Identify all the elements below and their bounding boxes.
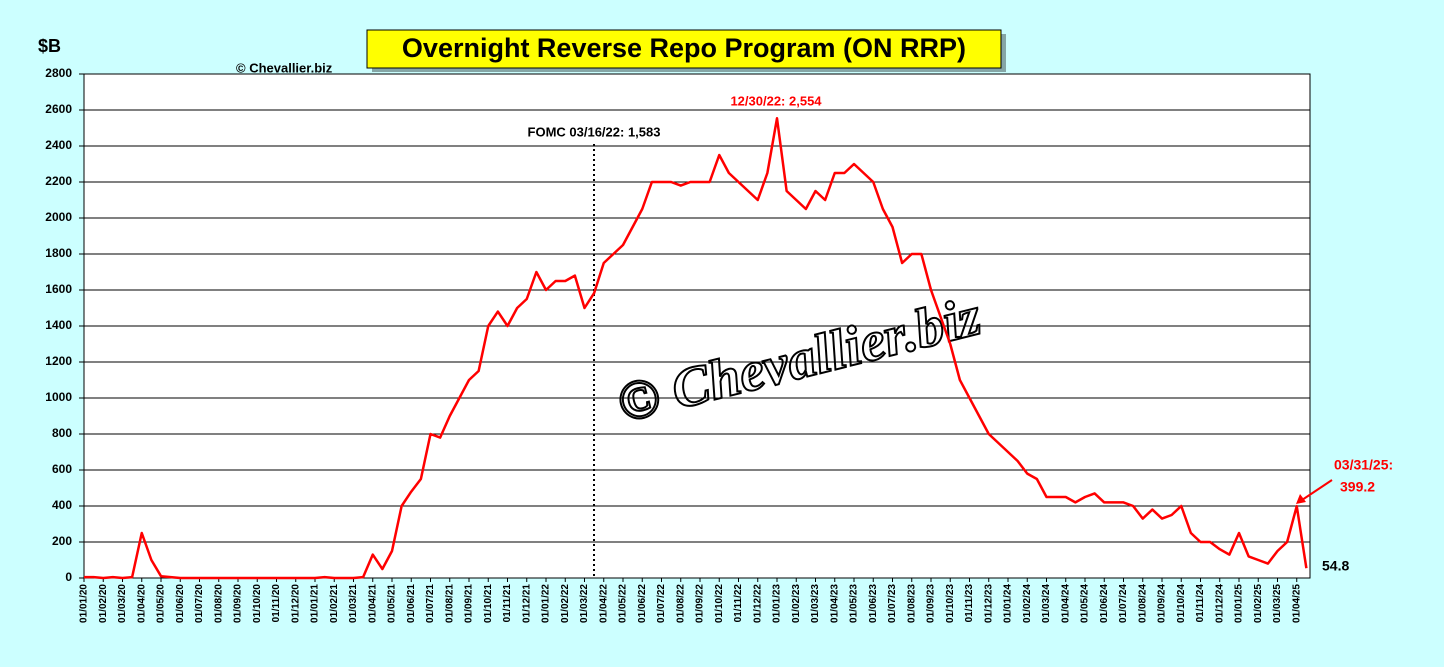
y-tick-label: 2800: [45, 66, 72, 80]
x-tick-label: 01/08/21: [444, 584, 455, 623]
x-tick-label: 01/06/20: [175, 584, 186, 623]
x-tick-label: 01/12/24: [1214, 584, 1225, 623]
chart-title: Overnight Reverse Repo Program (ON RRP): [402, 33, 966, 63]
x-tick-label: 01/05/21: [387, 584, 398, 623]
x-tick-label: 01/05/22: [618, 584, 629, 623]
x-tick-label: 01/02/25: [1253, 584, 1264, 623]
y-tick-label: 600: [52, 462, 72, 476]
x-tick-label: 01/09/23: [926, 584, 937, 623]
x-tick-label: 01/03/23: [810, 584, 821, 623]
x-tick-label: 01/04/20: [136, 584, 147, 623]
y-tick-label: 0: [65, 570, 72, 584]
y-tick-label: 1200: [45, 354, 72, 368]
annotation: 399.2: [1340, 479, 1375, 495]
y-tick-label: 1600: [45, 282, 72, 296]
annotation-arrow: [1301, 479, 1333, 501]
x-tick-label: 01/01/25: [1234, 584, 1245, 623]
x-tick-label: 01/04/21: [367, 584, 378, 623]
x-tick-label: 01/07/22: [656, 584, 667, 623]
x-tick-label: 01/05/24: [1080, 584, 1091, 623]
x-tick-label: 01/11/24: [1195, 584, 1206, 623]
annotation: 54.8: [1322, 558, 1349, 574]
x-tick-label: 01/12/21: [521, 584, 532, 623]
x-tick-label: 01/08/20: [213, 584, 224, 623]
annotation: FOMC 03/16/22: 1,583: [528, 124, 661, 139]
x-tick-label: 01/02/21: [329, 584, 340, 623]
x-tick-label: 01/07/23: [887, 584, 898, 623]
y-tick-label: 400: [52, 498, 72, 512]
x-tick-label: 01/02/24: [1022, 584, 1033, 623]
x-tick-label: 01/04/25: [1291, 584, 1302, 623]
x-tick-label: 01/07/20: [194, 584, 205, 623]
x-tick-label: 01/03/24: [1041, 584, 1052, 623]
y-tick-label: 200: [52, 534, 72, 548]
x-tick-label: 01/06/23: [868, 584, 879, 623]
x-tick-label: 01/09/24: [1157, 584, 1168, 623]
x-tick-label: 01/11/22: [733, 584, 744, 623]
x-tick-label: 01/05/23: [849, 584, 860, 623]
x-tick-label: 01/09/21: [464, 584, 475, 623]
y-axis-label: $B: [38, 36, 61, 56]
x-tick-label: 01/01/23: [772, 584, 783, 623]
x-tick-label: 01/09/22: [695, 584, 706, 623]
x-tick-label: 01/10/23: [945, 584, 956, 623]
x-tick-label: 01/12/23: [983, 584, 994, 623]
x-tick-label: 01/06/21: [406, 584, 417, 623]
x-tick-label: 01/03/25: [1272, 584, 1283, 623]
x-tick-label: 01/12/20: [290, 584, 301, 623]
x-tick-label: 01/01/22: [541, 584, 552, 623]
x-tick-label: 01/06/22: [637, 584, 648, 623]
arrow-head: [1296, 494, 1306, 504]
x-tick-label: 01/10/20: [252, 584, 263, 623]
x-tick-label: 01/08/24: [1137, 584, 1148, 623]
x-tick-label: 01/08/23: [906, 584, 917, 623]
x-tick-label: 01/06/24: [1099, 584, 1110, 623]
x-tick-label: 01/09/20: [233, 584, 244, 623]
x-tick-label: 01/01/21: [310, 584, 321, 623]
y-tick-label: 2600: [45, 102, 72, 116]
x-tick-label: 01/02/20: [98, 584, 109, 623]
y-tick-label: 2000: [45, 210, 72, 224]
x-tick-label: 01/07/24: [1118, 584, 1129, 623]
x-tick-label: 01/02/23: [791, 584, 802, 623]
y-tick-label: 1000: [45, 390, 72, 404]
x-tick-label: 01/01/24: [1003, 584, 1014, 623]
y-tick-label: 2200: [45, 174, 72, 188]
x-tick-label: 01/03/22: [579, 584, 590, 623]
x-tick-label: 01/11/23: [964, 584, 975, 623]
x-tick-label: 01/03/20: [117, 584, 128, 623]
x-tick-label: 01/04/22: [598, 584, 609, 623]
x-tick-label: 01/07/21: [425, 584, 436, 623]
copyright: © Chevallier.biz: [236, 60, 333, 75]
x-tick-label: 01/08/22: [675, 584, 686, 623]
annotation: 03/31/25:: [1334, 457, 1393, 473]
x-tick-label: 01/11/20: [271, 584, 282, 623]
x-tick-label: 01/12/22: [752, 584, 763, 623]
x-tick-label: 01/04/23: [829, 584, 840, 623]
x-tick-label: 01/11/21: [502, 584, 513, 623]
y-tick-label: 1400: [45, 318, 72, 332]
y-tick-label: 800: [52, 426, 72, 440]
title-box: [366, 29, 1002, 69]
x-tick-label: 01/10/21: [483, 584, 494, 623]
series-line: [84, 117, 1308, 580]
annotation: 12/30/22: 2,554: [730, 93, 822, 108]
x-tick-label: 01/04/24: [1060, 584, 1071, 623]
x-tick-label: 01/03/21: [348, 584, 359, 623]
y-tick-label: 1800: [45, 246, 72, 260]
x-tick-label: 01/02/22: [560, 584, 571, 623]
x-tick-label: 01/10/22: [714, 584, 725, 623]
x-tick-label: 01/05/20: [156, 584, 167, 623]
x-tick-label: 01/10/24: [1176, 584, 1187, 623]
x-tick-label: 01/01/20: [79, 584, 90, 623]
y-tick-label: 2400: [45, 138, 72, 152]
